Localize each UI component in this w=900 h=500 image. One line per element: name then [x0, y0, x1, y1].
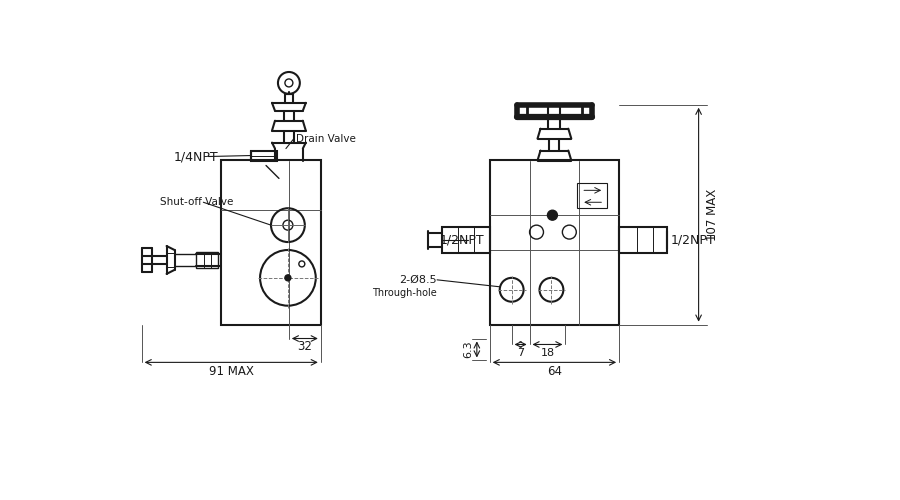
Text: 1/2NPT: 1/2NPT — [440, 234, 485, 246]
Bar — [577, 184, 608, 208]
Text: 6.3: 6.3 — [463, 340, 473, 358]
Circle shape — [547, 210, 557, 220]
Text: 91 MAX: 91 MAX — [209, 365, 254, 378]
Text: 7: 7 — [517, 348, 524, 358]
Text: 2-Ø8.5: 2-Ø8.5 — [400, 275, 437, 285]
Text: 18: 18 — [540, 348, 554, 358]
Bar — [196, 252, 219, 268]
Bar — [619, 227, 667, 253]
Text: 32: 32 — [297, 340, 312, 353]
Bar — [442, 227, 490, 253]
Text: Shut-off Valve: Shut-off Valve — [159, 198, 233, 207]
Bar — [251, 150, 277, 160]
Text: 1/2NPT: 1/2NPT — [670, 234, 716, 246]
Text: 107 MAX: 107 MAX — [706, 189, 719, 242]
Text: 1/4NPT: 1/4NPT — [174, 150, 218, 163]
Bar — [490, 160, 619, 324]
Text: Through-hole: Through-hole — [373, 288, 437, 298]
Bar — [221, 160, 320, 324]
Text: Drain Valve: Drain Valve — [296, 134, 356, 143]
Circle shape — [285, 275, 291, 281]
Text: 64: 64 — [547, 365, 562, 378]
